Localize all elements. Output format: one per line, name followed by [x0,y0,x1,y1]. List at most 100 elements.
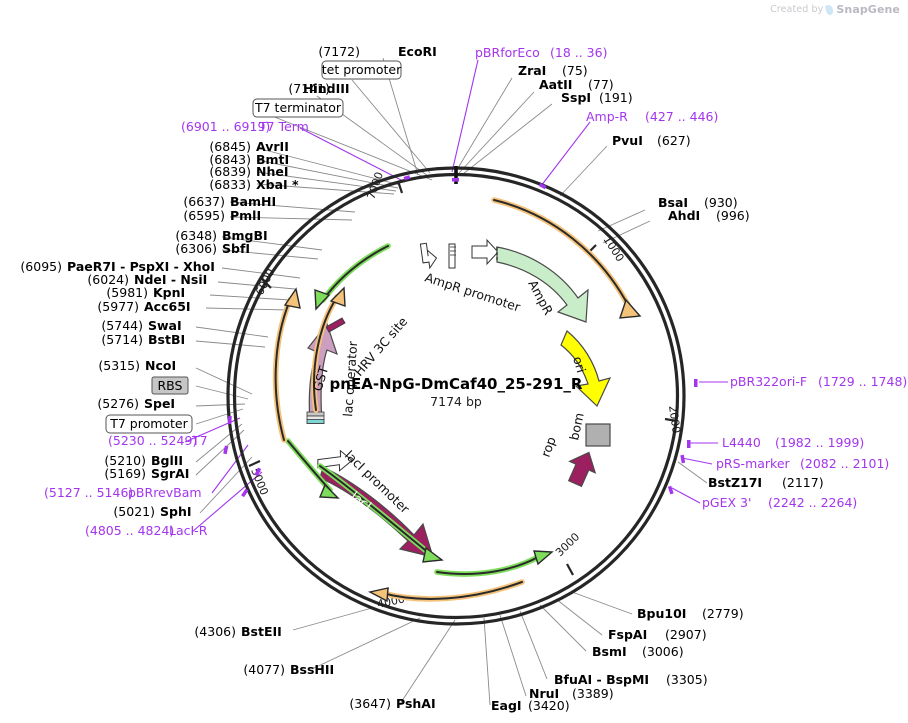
site-label: SwaI [148,318,182,333]
primer-range: (5127 .. 5146) [44,485,133,500]
site-pos: (6348) [175,228,217,243]
site-pos: (5276) [97,396,139,411]
feature-ampr-promoter [419,238,499,270]
boxed-label-tet-promoter-text: tet promoter [322,62,402,77]
tick-label-2000: 2000 [666,405,683,435]
site-pos: (6845) [209,139,251,154]
site-pos: (191) [599,90,633,105]
site-pos: (3006) [642,644,684,659]
primers-left: (5230 .. 5249) T7 (5127 .. 5146) pBRrevB… [44,433,208,538]
site-labels-bottom: Bpu10I (2779) FspAI (2907) BsmI (3006) B… [194,606,743,713]
watermark-brand: SnapGene [836,3,900,16]
feature-label-bom: bom [566,411,586,441]
boxed-label-tet-promoter: tet promoter [321,60,402,80]
site-label: AhdI [668,208,700,223]
primer-range: (18 .. 36) [550,45,607,60]
boxed-label-t7-promoter-text: T7 promoter [109,416,188,431]
site-pos: (4306) [194,624,236,639]
site-label: PaeR7I - PspXI - XhoI [67,259,215,274]
site-label: XbaI * [256,177,299,192]
primer-label: pBR322ori-F [730,374,807,389]
site-label: BmtI [256,152,289,167]
site-label: EcoRI [398,44,437,59]
site-label: PvuI [612,133,643,148]
feature-label-rop: rop [538,435,559,459]
site-label: EagI [491,698,522,713]
site-label: PshAI [396,696,436,711]
site-labels-top-right: pBRforEco (18 .. 36) ZraI (75) AatII (77… [475,45,750,223]
site-pos: (5981) [106,285,148,300]
site-label: BstEII [241,624,282,639]
primer-range: (4805 .. 4824) [85,523,174,538]
site-label: ZraI [518,63,546,78]
site-pos: (3305) [666,672,708,687]
site-label: NheI [256,164,289,179]
primer-label: pBRrevBam [128,485,202,500]
site-pos: (77) [588,77,614,92]
site-pos: (3647) [349,696,391,711]
primer-range: (1982 .. 1999) [775,435,864,450]
feature-label-gst: GST [310,364,332,393]
site-label: BsmI [592,644,627,659]
watermark: Created by SnapGene [770,3,900,16]
site-pos: (5977) [97,299,139,314]
site-label: PmlI [230,208,261,223]
orf-arcs [272,197,642,603]
feature-label-lac-operator: lac operator [340,340,360,417]
primer-range: (427 .. 446) [645,109,718,124]
site-label: BamHI [230,194,276,209]
site-pos: (3420) [528,698,570,713]
site-pos: (2779) [702,606,744,621]
site-pos: (6024) [87,272,129,287]
site-pos: (627) [657,133,691,148]
boxed-label-t7-promoter: T7 promoter [105,414,193,434]
primer-label: LacI-R [169,523,208,538]
primer-range: (2082 .. 2101) [800,456,889,471]
site-pos: (6833) [209,177,251,192]
site-labels-top: (7172) EcoRI (7141) HindIII [288,44,436,96]
site-label: SbfI [222,241,250,256]
site-label: KpnI [153,285,185,300]
primer-label: T7 [191,433,208,448]
site-pos: (996) [716,208,750,223]
site-pos: (6843) [209,152,251,167]
boxed-label-rbs: RBS [151,376,189,395]
site-label: BssHII [290,662,334,677]
primer-ticks [223,175,698,498]
labels-right: pBR322ori-F (1729 .. 1748) L4440 (1982 .… [702,374,907,510]
site-label: (7172) [318,44,360,59]
site-label: SphI [160,504,192,519]
site-label: BstZ17I [708,475,762,490]
leader-lines [184,57,728,706]
feature-label-ori: ori [570,355,589,375]
site-pos: (5315) [98,358,140,373]
primer-range: (2242 .. 2264) [768,495,857,510]
plasmid-title-group: pnEA-NpG-DmCaf40_25-291_R 7174 bp [330,375,583,409]
site-labels-left: (6845) AvrII (6843) BmtI (6839) NheI (68… [20,139,299,519]
site-pos: (3389) [572,686,614,701]
tick-label-6000: 6000 [253,267,277,298]
site-pos: (930) [704,195,738,210]
plasmid-name: pnEA-NpG-DmCaf40_25-291_R [330,375,583,393]
primer-range: (1729 .. 1748) [818,374,907,389]
site-label: (7141) [288,81,330,96]
feature-ori [560,330,612,408]
site-label: SpeI [144,396,175,411]
site-label: BglII [151,453,183,468]
site-label: BfuAI - BspMI [554,672,649,687]
site-pos: (4077) [243,662,285,677]
boxed-label-t7-terminator-text: T7 terminator [254,100,342,115]
feature-ampr [496,246,589,323]
site-pos: (6095) [20,259,62,274]
site-label: FspAI [608,627,647,642]
site-label: HindIII [303,81,350,96]
primer-range: (6901 .. 6919) [181,119,270,134]
site-pos: (6595) [183,208,225,223]
primer-label: pGEX 3' [702,495,751,510]
feature-hrv3c-site [325,317,346,333]
site-pos: (6637) [183,194,225,209]
primer-t7-term: (6901 .. 6919) T7 Term [181,119,309,134]
site-label: BsaI [658,195,688,210]
site-pos: (5169) [104,466,146,481]
site-pos: (5744) [101,318,143,333]
